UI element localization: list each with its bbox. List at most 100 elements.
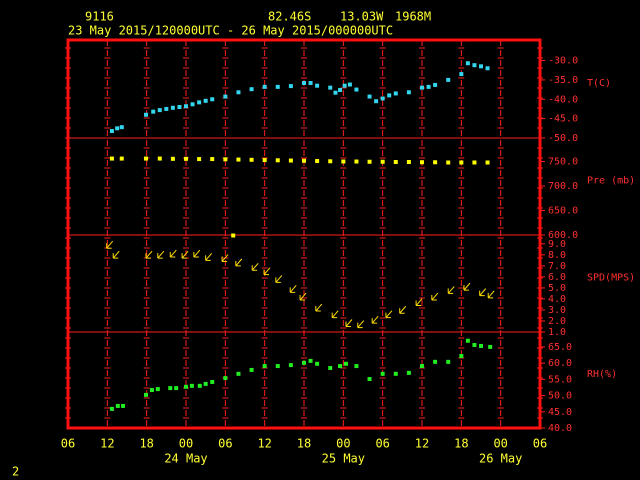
- point: [262, 158, 267, 163]
- arrow-part: [181, 250, 189, 259]
- point: [347, 82, 352, 87]
- wind-arrow: [479, 288, 487, 297]
- point: [109, 156, 114, 161]
- arrow-part: [447, 286, 455, 294]
- point: [406, 160, 411, 165]
- point: [459, 72, 464, 77]
- point: [144, 112, 149, 117]
- point: [367, 159, 372, 164]
- point: [433, 359, 438, 364]
- point: [184, 384, 188, 389]
- point: [393, 91, 398, 96]
- point: [406, 90, 411, 95]
- arrow-part: [235, 258, 243, 267]
- point: [184, 104, 188, 109]
- wind-arrow: [157, 250, 165, 259]
- wind-arrow: [275, 275, 283, 283]
- point: [302, 80, 306, 85]
- arrow-part: [205, 253, 213, 261]
- point: [223, 94, 228, 99]
- longitude: 13.03W: [340, 10, 384, 24]
- point: [119, 156, 124, 161]
- point: [328, 159, 333, 164]
- wind-arrow: [145, 250, 153, 259]
- point: [288, 84, 293, 89]
- y-tick-label: 7.0: [548, 261, 566, 272]
- y-axis-label: RH(%): [587, 369, 617, 380]
- point: [223, 376, 228, 381]
- point: [328, 85, 333, 90]
- wind-arrow: [431, 292, 439, 301]
- point: [420, 364, 424, 369]
- wind-arrow: [415, 298, 423, 307]
- x-tick-label: 06: [218, 437, 232, 451]
- point: [197, 157, 202, 162]
- point: [380, 96, 385, 101]
- point: [433, 82, 438, 87]
- point: [210, 379, 215, 384]
- point: [223, 157, 228, 162]
- point: [465, 338, 470, 343]
- point: [115, 126, 120, 131]
- point: [446, 77, 451, 82]
- point: [308, 358, 313, 363]
- arrow-part: [463, 282, 471, 291]
- y-axis-label: SPD(MPS): [587, 273, 635, 284]
- point: [236, 157, 241, 162]
- point: [465, 61, 470, 66]
- arrow-part: [289, 284, 297, 293]
- point: [275, 84, 280, 89]
- point: [177, 105, 182, 110]
- point: [479, 343, 483, 348]
- point: [380, 371, 385, 376]
- x-tick-label: 06: [375, 437, 389, 451]
- y-tick-label: 4.0: [548, 294, 566, 305]
- point: [308, 80, 313, 85]
- page-number: 2: [12, 465, 19, 479]
- x-tick-label: 12: [100, 437, 114, 451]
- y-tick-label: 40.0: [548, 423, 572, 434]
- point: [164, 106, 169, 111]
- x-tick-label: 06: [61, 437, 75, 451]
- point: [472, 63, 477, 68]
- point: [367, 377, 372, 382]
- point: [236, 90, 241, 95]
- point: [197, 100, 202, 105]
- y-tick-label: -40.0: [548, 94, 578, 105]
- point: [479, 64, 483, 69]
- point: [144, 156, 149, 161]
- x-tick-label: 12: [415, 437, 429, 451]
- point: [155, 387, 160, 392]
- y-tick-label: -30.0: [548, 56, 578, 67]
- y-tick-label: 55.0: [548, 374, 572, 385]
- arrow-part: [479, 288, 487, 297]
- point: [288, 158, 293, 163]
- wind-arrow: [106, 240, 114, 249]
- wind-arrow: [399, 305, 407, 314]
- point: [210, 97, 215, 102]
- y-tick-label: 6.0: [548, 272, 566, 283]
- point: [174, 386, 179, 391]
- wind-arrow: [345, 319, 353, 327]
- point: [231, 233, 236, 238]
- y-tick-label: -35.0: [548, 75, 578, 86]
- date-label: 24 May: [164, 452, 207, 466]
- point: [170, 156, 175, 161]
- arrow-part: [157, 250, 165, 259]
- arrow-part: [357, 320, 365, 329]
- y-tick-label: 60.0: [548, 358, 572, 369]
- wind-arrow: [193, 249, 201, 258]
- y-tick-label: 9.0: [548, 239, 566, 250]
- point: [354, 364, 359, 369]
- date-label: 26 May: [479, 452, 522, 466]
- point: [420, 85, 424, 90]
- y-tick-label: 3.0: [548, 305, 566, 316]
- arrow-part: [299, 292, 307, 301]
- point: [115, 403, 120, 408]
- point: [249, 157, 254, 162]
- point: [315, 83, 320, 88]
- point: [203, 381, 208, 386]
- x-tick-label: 12: [257, 437, 271, 451]
- point: [387, 93, 392, 98]
- point: [109, 129, 114, 134]
